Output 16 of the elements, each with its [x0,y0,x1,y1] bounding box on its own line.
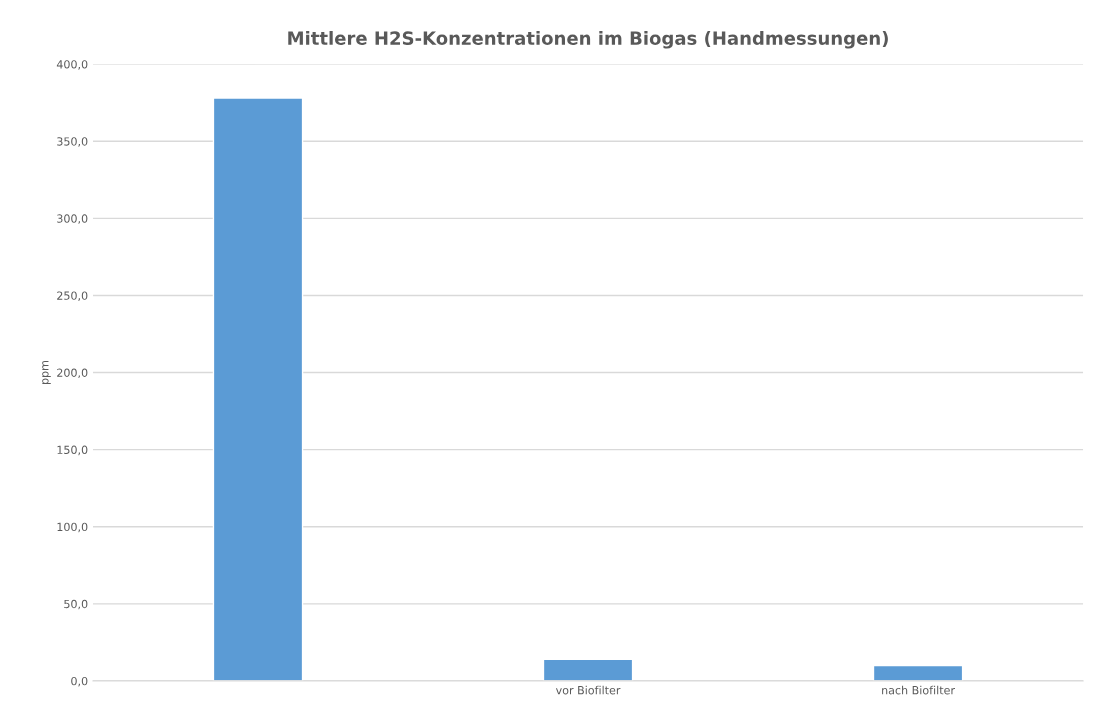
y-tick-label: 50,0 [64,599,88,610]
bar [542,658,634,681]
y-tick-label: 200,0 [57,368,88,379]
y-tick-label: 350,0 [57,137,88,147]
y-tick-label: 300,0 [57,214,88,224]
y-tick-label: 100,0 [57,522,88,533]
x-tick-label: vor Biofilter [555,685,621,695]
chart-title: Mittlere H2S-Konzentrationen im Biogas (Handmessungen) [288,31,888,49]
bar [212,97,304,681]
bar [872,664,964,681]
y-tick-label: 150,0 [57,445,88,456]
y-tick-label: 250,0 [57,291,88,301]
y-tick-label: 400,0 [56,60,88,70]
x-tick-label: nach Biofilter [882,685,955,695]
y-tick-label: 0,0 [71,676,88,687]
y-axis-title: ppm [42,361,51,384]
